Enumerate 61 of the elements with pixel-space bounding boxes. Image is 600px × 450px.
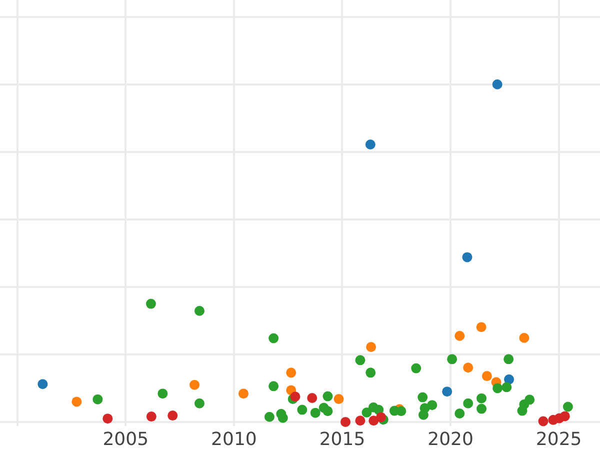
point xyxy=(355,416,366,426)
point xyxy=(463,398,474,408)
point xyxy=(310,408,320,418)
point xyxy=(463,362,474,373)
point xyxy=(366,342,376,352)
point xyxy=(524,394,535,405)
x-tick-label: 2015 xyxy=(319,429,366,450)
point xyxy=(492,79,502,90)
x-tick-label: 2020 xyxy=(428,429,474,450)
point xyxy=(72,396,82,407)
point xyxy=(307,392,318,403)
point xyxy=(355,355,366,366)
point xyxy=(278,412,288,423)
point xyxy=(194,398,204,408)
point xyxy=(442,386,452,397)
point xyxy=(447,354,458,364)
point xyxy=(376,412,386,422)
point xyxy=(194,306,204,316)
point xyxy=(462,252,472,262)
point xyxy=(297,404,308,415)
point xyxy=(492,383,503,394)
x-tick-label: 2010 xyxy=(211,429,257,450)
point xyxy=(482,371,492,382)
point xyxy=(476,322,486,332)
point xyxy=(504,354,514,364)
point xyxy=(322,406,333,416)
point xyxy=(158,388,168,399)
point xyxy=(365,139,376,150)
point xyxy=(502,382,512,392)
point xyxy=(168,410,178,421)
point xyxy=(476,404,487,414)
point xyxy=(38,379,48,390)
point xyxy=(190,380,200,390)
point xyxy=(562,402,573,412)
point xyxy=(290,392,300,402)
point xyxy=(340,416,350,427)
x-tick-label: 2025 xyxy=(536,429,582,450)
point xyxy=(102,414,113,424)
point xyxy=(476,393,487,404)
point xyxy=(560,411,570,422)
x-tick-label: 2005 xyxy=(102,429,149,450)
point xyxy=(411,363,422,374)
point xyxy=(146,298,156,309)
point xyxy=(264,412,274,422)
point xyxy=(519,332,530,343)
point xyxy=(427,400,438,410)
point xyxy=(322,391,333,402)
point xyxy=(454,330,465,341)
point xyxy=(146,412,156,422)
point xyxy=(418,392,428,402)
point xyxy=(334,394,344,404)
point xyxy=(454,408,465,419)
point xyxy=(362,408,372,418)
point xyxy=(268,381,279,392)
point xyxy=(504,374,514,384)
point xyxy=(238,388,248,399)
point xyxy=(366,368,376,378)
point xyxy=(268,333,279,344)
point xyxy=(538,416,548,426)
point xyxy=(286,368,296,378)
point xyxy=(92,394,103,404)
